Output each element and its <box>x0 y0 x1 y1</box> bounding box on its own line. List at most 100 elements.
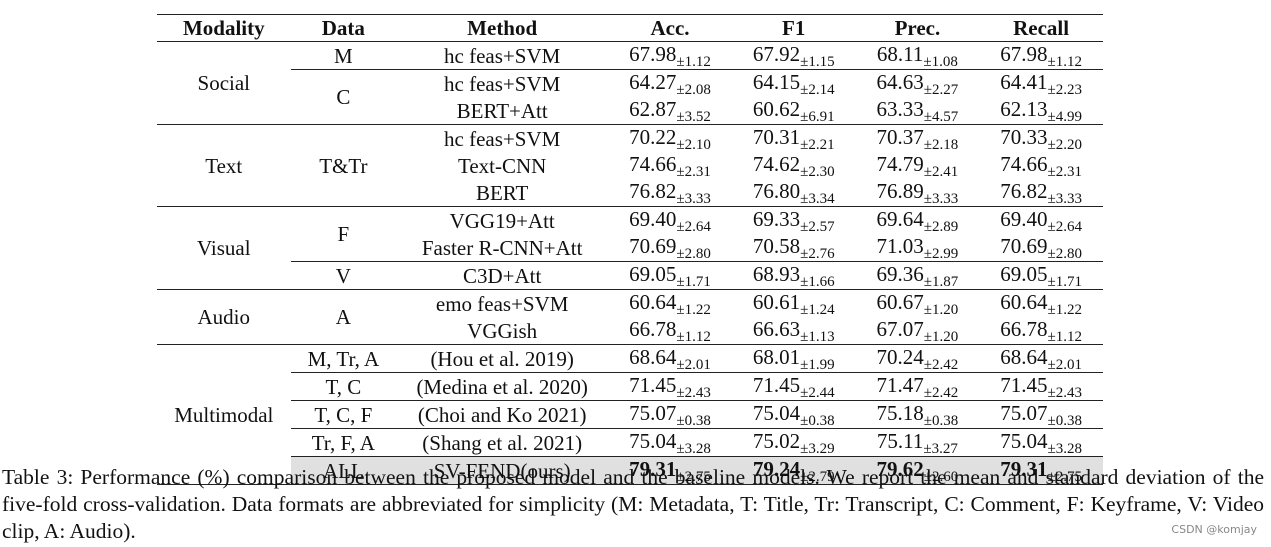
f1-mean: 76.80 <box>752 179 801 203</box>
acc-mean: 75.04 <box>629 429 677 453</box>
recall-std: ±2.75 <box>1047 469 1082 485</box>
recall-cell: 66.78±1.12 <box>979 317 1103 345</box>
acc-std: ±2.10 <box>676 137 711 153</box>
prec-std: ±2.42 <box>923 385 959 401</box>
recall-cell: 70.69±2.80 <box>979 234 1103 262</box>
method-cell: hc feas+SVM <box>396 69 609 97</box>
acc-mean: 60.64 <box>629 290 677 314</box>
f1-std: ±2.30 <box>800 164 835 180</box>
f1-mean: 68.93 <box>752 262 801 286</box>
modality-cell: Social <box>197 71 251 95</box>
f1-cell: 60.62±6.91 <box>732 97 856 125</box>
recall-mean: 69.05 <box>1000 262 1048 286</box>
prec-mean: 63.33 <box>876 97 924 121</box>
f1-mean: 68.01 <box>752 345 801 369</box>
f1-mean: 79.24 <box>752 457 801 481</box>
prec-std: ±1.87 <box>923 274 959 290</box>
acc-mean: 70.69 <box>629 234 677 258</box>
prec-std: ±0.38 <box>923 413 959 429</box>
f1-cell: 71.45±2.44 <box>731 372 856 401</box>
data-format-cell: ALL <box>290 456 397 485</box>
acc-std: ±2.43 <box>676 385 711 401</box>
table-caption: Table 3: Performance (%) comparison betw… <box>2 465 1264 543</box>
prec-cell: 67.07±1.20 <box>856 317 980 345</box>
recall-mean: 67.98 <box>1000 42 1048 66</box>
header-prec: Prec. <box>855 14 980 42</box>
f1-std: ±1.24 <box>800 302 835 318</box>
recall-cell: 60.64±1.22 <box>979 289 1103 318</box>
f1-mean: 64.15 <box>752 70 801 94</box>
method-cell: SV-FEND(ours) <box>396 456 609 485</box>
modality-cell: Visual <box>157 206 291 290</box>
recall-mean: 71.45 <box>1000 373 1048 397</box>
acc-cell: 64.27±2.08 <box>608 69 732 98</box>
recall-std: ±3.33 <box>1047 191 1082 207</box>
f1-mean: 66.63 <box>752 317 801 341</box>
method-cell: hc feas+SVM <box>396 124 609 152</box>
data-format-cell: T&Tr <box>290 124 397 207</box>
modality-cell: Audio <box>157 289 291 345</box>
recall-std: ±2.31 <box>1047 164 1082 180</box>
prec-cell: 71.03±2.99 <box>856 234 980 262</box>
recall-mean: 69.40 <box>1000 207 1048 231</box>
f1-cell: 68.93±1.66 <box>731 261 856 290</box>
prec-std: ±1.20 <box>923 302 959 318</box>
prec-std: ±2.42 <box>923 357 959 373</box>
recall-std: ±2.80 <box>1047 246 1082 262</box>
f1-mean: 60.61 <box>752 290 801 314</box>
acc-cell: 68.64±2.01 <box>608 344 732 373</box>
method-cell: Faster R-CNN+Att <box>421 235 583 260</box>
recall-cell: 75.07±0.38 <box>979 400 1103 429</box>
acc-mean: 74.66 <box>629 152 677 176</box>
recall-cell: 64.41±2.23 <box>979 69 1103 98</box>
acc-mean: 69.40 <box>629 207 677 231</box>
prec-mean: 71.47 <box>876 373 924 397</box>
method-cell: Text-CNN <box>457 153 547 178</box>
acc-mean: 64.27 <box>629 70 677 94</box>
f1-mean: 75.04 <box>752 401 801 425</box>
prec-cell: 70.37±2.18 <box>855 124 980 153</box>
f1-std: ±2.79 <box>800 469 835 485</box>
prec-cell: 70.24±2.42 <box>855 344 980 373</box>
recall-std: ±2.23 <box>1047 82 1082 98</box>
prec-cell: 64.63±2.27 <box>855 69 980 98</box>
prec-mean: 67.07 <box>876 317 924 341</box>
prec-mean: 69.64 <box>876 207 924 231</box>
table-row: VGGish 66.78±1.12 66.63±1.13 67.07±1.20 66.7… <box>157 317 1103 345</box>
recall-mean: 60.64 <box>1000 290 1048 314</box>
acc-std: ±2.80 <box>676 246 711 262</box>
acc-mean: 75.07 <box>629 401 677 425</box>
acc-std: ±1.22 <box>676 302 711 318</box>
recall-mean: 66.78 <box>1000 317 1048 341</box>
prec-std: ±1.20 <box>923 329 959 345</box>
acc-cell: 66.78±1.12 <box>608 317 732 345</box>
header-data: Data <box>290 14 397 42</box>
table-row: BERT+Att 62.87±3.52 60.62±6.91 63.33±4.57 62… <box>157 97 1103 125</box>
method-cell: VGGish <box>467 318 538 343</box>
acc-cell: 69.05±1.71 <box>608 261 732 290</box>
prec-mean: 60.67 <box>876 290 924 314</box>
recall-cell: 69.40±2.64 <box>979 206 1103 235</box>
recall-std: ±1.12 <box>1047 54 1082 70</box>
recall-mean: 62.13 <box>1000 97 1048 121</box>
data-format-cell: F <box>290 206 397 262</box>
table-row: Tr, F, A (Shang et al. 2021) 75.04±3.28 75.… <box>157 428 1103 457</box>
prec-std: ±3.33 <box>923 191 959 207</box>
method-cell: (Medina et al. 2020) <box>396 372 609 401</box>
method-cell: (Shang et al. 2021) <box>396 428 609 457</box>
recall-std: ±2.20 <box>1047 137 1082 153</box>
recall-std: ±2.64 <box>1047 219 1082 235</box>
watermark: CSDN @komjay <box>1171 523 1257 536</box>
prec-std: ±2.18 <box>923 137 959 153</box>
table-row: ALL SV-FEND(ours) 79.31±2.75 79.24±2.79 79.6… <box>157 456 1103 485</box>
f1-std: ±2.21 <box>800 137 835 153</box>
recall-cell: 74.66±2.31 <box>979 152 1103 180</box>
f1-mean: 70.58 <box>752 234 801 258</box>
table-row: Text T&Tr hc feas+SVM 70.22±2.10 70.31±2.21 7… <box>157 124 1103 207</box>
recall-mean: 74.66 <box>1000 152 1048 176</box>
table-row: T, C (Medina et al. 2020) 71.45±2.43 71.45±… <box>157 372 1103 401</box>
header-recall: Recall <box>979 14 1103 42</box>
